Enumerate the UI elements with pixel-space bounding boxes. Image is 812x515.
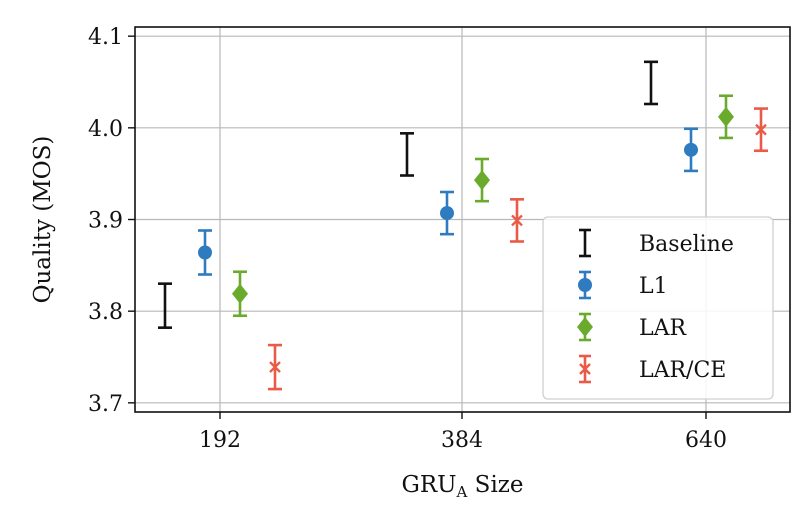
data-point-stroke [269,361,281,373]
legend-marker [578,278,592,292]
data-point-stroke [511,214,523,227]
legend-label: LAR/CE [639,358,726,383]
data-point [474,170,490,191]
legend-entry: Baseline [579,228,734,258]
x-tick-label: 384 [441,428,483,453]
x-axis-label-tail: Size [467,472,523,498]
data-point [684,142,698,157]
legend-swatch [579,228,591,258]
x-tick-label: 640 [685,428,727,453]
data-point [511,214,523,227]
data-point [269,361,281,373]
y-tick-label: 3.7 [88,392,123,417]
x-tick-label: 192 [199,428,241,453]
data-point-stroke [755,123,767,136]
legend-marker [579,363,591,375]
y-axis: 3.7 3.8 3.9 4.0 4.1 [88,25,135,417]
x-axis: 192 384 640 [199,412,727,453]
error-bar [644,60,658,106]
legend-label: Baseline [639,232,734,257]
legend-marker [577,317,593,337]
error-bar [400,132,414,177]
data-point [232,283,248,304]
y-tick-label: 3.8 [88,300,123,325]
error-bar [158,282,172,329]
legend-label: LAR [639,316,687,341]
series-baseline [158,60,658,329]
x-axis-label-subscript: A [456,483,468,501]
data-point [718,106,734,127]
series-lar-ce [268,107,768,391]
y-tick-label: 4.1 [88,25,123,50]
data-point [440,206,454,221]
series-lar [232,94,734,318]
legend-entry: LAR [577,312,687,342]
chart-marks [158,60,768,391]
legend-marker-stroke [579,363,591,375]
data-point [198,245,212,260]
grid [135,27,790,412]
y-axis-label: Quality (MOS) [30,136,56,304]
legend: Baseline L1 LAR LAR/CE [542,216,774,400]
legend-entry: L1 [578,270,668,300]
x-axis-label: GRUA Size [401,472,523,501]
series-l1 [198,127,698,276]
legend-entry: LAR/CE [579,354,726,384]
y-tick-label: 3.9 [88,209,123,234]
data-point [755,123,767,136]
legend-label: L1 [639,274,668,299]
x-axis-label-main: GRU [401,472,456,498]
legend-box [542,216,774,400]
y-tick-label: 4.0 [88,117,123,142]
